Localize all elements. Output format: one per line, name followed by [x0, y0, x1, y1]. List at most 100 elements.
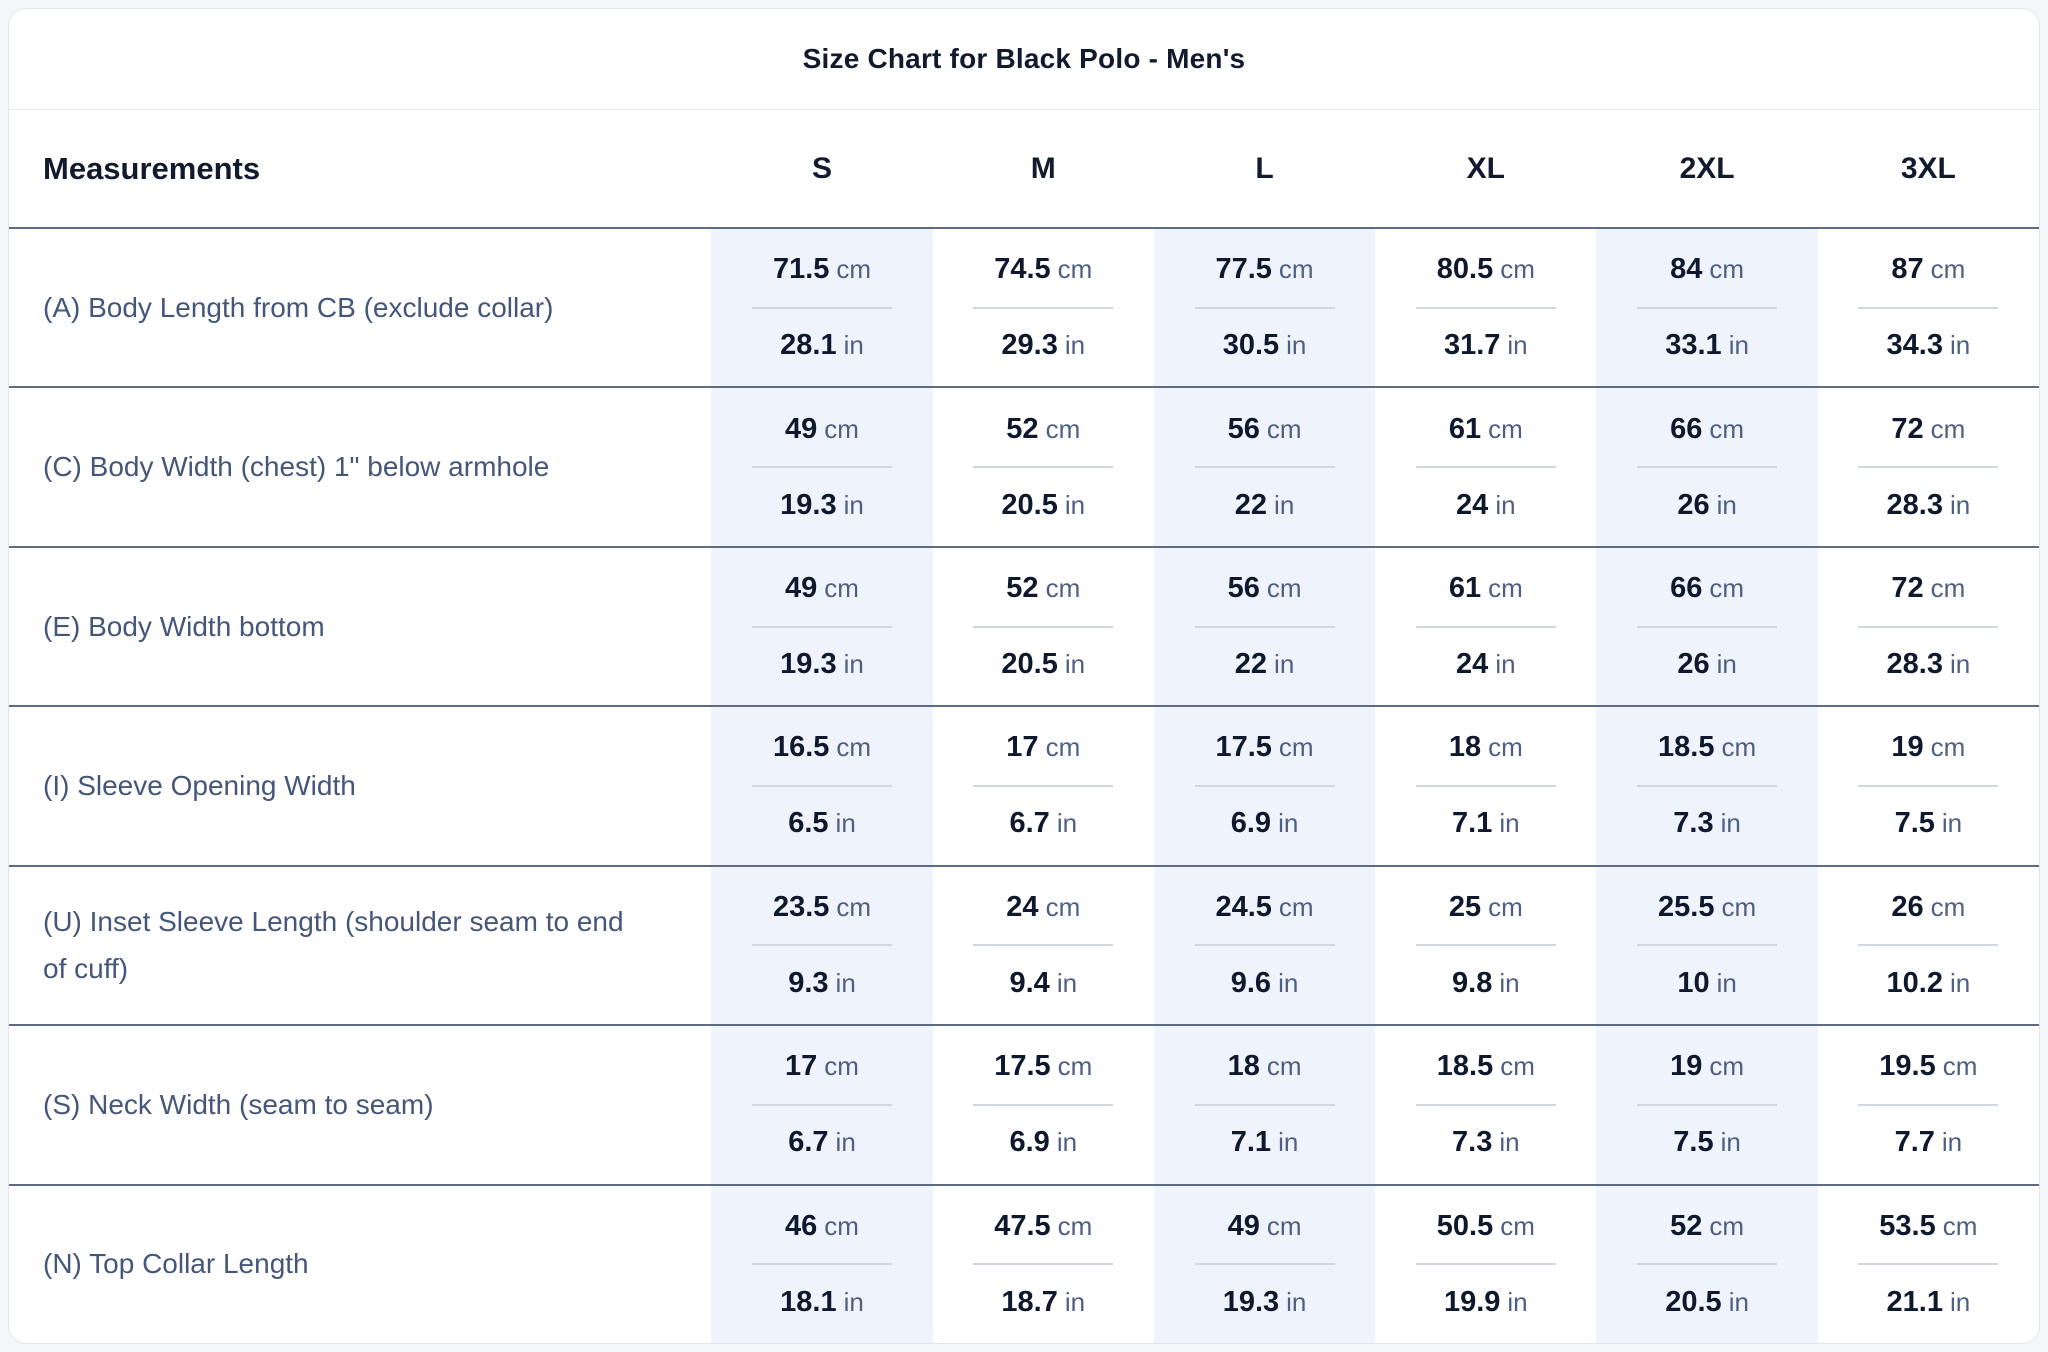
in-unit: in — [843, 1286, 864, 1317]
cm-value-line: 17 cm — [1006, 726, 1080, 770]
cm-value-line: 18 cm — [1449, 726, 1523, 770]
cm-value: 77.5 — [1215, 253, 1272, 286]
cm-value-line: 72 cm — [1891, 567, 1965, 611]
cm-unit: cm — [1930, 891, 1966, 922]
measurement-value-cell: 52 cm 20.5 in — [1596, 1185, 1818, 1343]
in-value: 18.7 — [1001, 1285, 1058, 1318]
cm-value-line: 71.5 cm — [773, 248, 871, 292]
cm-unit: cm — [1488, 732, 1523, 763]
cm-unit: cm — [1057, 1210, 1093, 1241]
cm-unit: cm — [1057, 254, 1093, 285]
in-value: 18.1 — [780, 1285, 837, 1318]
in-unit: in — [1728, 1286, 1749, 1317]
cm-value: 61 — [1448, 412, 1482, 445]
in-unit: in — [1278, 808, 1299, 839]
in-value-line: 7.1 in — [1452, 802, 1520, 846]
cm-in-divider — [1194, 466, 1335, 469]
cm-unit: cm — [1266, 1051, 1302, 1082]
measurement-value-cell: 84 cm 33.1 in — [1596, 229, 1818, 387]
in-unit: in — [1507, 1286, 1528, 1317]
cm-value-line: 23.5 cm — [773, 885, 871, 929]
in-value: 9.4 — [1009, 966, 1050, 999]
cm-value-line: 24.5 cm — [1215, 885, 1313, 929]
table-row: (A) Body Length from CB (exclude collar)… — [9, 229, 2039, 389]
measurement-value-cell: 74.5 cm 29.3 in — [933, 229, 1154, 386]
cm-in-divider — [1858, 466, 1999, 469]
cm-in-divider — [1637, 784, 1778, 787]
in-unit: in — [1274, 649, 1295, 680]
size-column-header: S — [812, 151, 833, 185]
cm-value: 52 — [1006, 412, 1039, 445]
measurement-value-cell: 18 cm 7.1 in — [1153, 1026, 1376, 1184]
in-value: 7.1 — [1452, 807, 1493, 840]
cm-in-divider — [1858, 625, 1999, 628]
cm-in-divider — [1415, 1103, 1556, 1106]
cm-value: 47.5 — [994, 1209, 1051, 1242]
in-value-line: 7.3 in — [1673, 802, 1741, 846]
in-unit: in — [1949, 489, 1971, 520]
cm-value: 80.5 — [1436, 253, 1494, 286]
in-value: 19.3 — [780, 488, 837, 521]
table-row: (U) Inset Sleeve Length (shoulder seam t… — [9, 866, 2039, 1027]
cm-unit: cm — [1488, 891, 1523, 922]
cm-unit: cm — [824, 1210, 859, 1241]
in-value-line: 7.5 in — [1673, 1121, 1741, 1165]
in-value-line: 9.8 in — [1452, 961, 1520, 1005]
in-unit: in — [1274, 489, 1295, 520]
measurement-label: (C) Body Width (chest) 1" below armhole — [43, 451, 550, 483]
cm-value: 66 — [1670, 412, 1703, 445]
cm-in-divider — [1194, 625, 1335, 628]
cm-unit: cm — [1045, 891, 1081, 922]
in-value-line: 18.7 in — [1001, 1280, 1085, 1324]
in-unit: in — [1716, 649, 1737, 680]
in-unit: in — [1716, 489, 1737, 520]
cm-in-divider — [973, 1103, 1114, 1106]
cm-in-divider — [1637, 466, 1778, 469]
cm-in-divider — [973, 944, 1114, 947]
cm-value-line: 49 cm — [785, 567, 859, 611]
in-unit: in — [1949, 649, 1971, 680]
measurement-value-cell: 17 cm 6.7 in — [711, 1026, 933, 1184]
cm-value: 72 — [1891, 412, 1924, 445]
measurement-value-cell: 49 cm 19.3 in — [1153, 1185, 1376, 1343]
cm-unit: cm — [1266, 1210, 1302, 1241]
cm-in-divider — [1637, 306, 1778, 309]
cm-in-divider — [1415, 784, 1556, 787]
cm-unit: cm — [1930, 413, 1966, 444]
cm-unit: cm — [836, 732, 872, 763]
cm-unit: cm — [1709, 1210, 1745, 1241]
measurement-value-cell: 52 cm 20.5 in — [933, 388, 1154, 545]
in-unit: in — [1941, 1127, 1963, 1158]
cm-in-divider — [1858, 306, 1999, 309]
cm-value-line: 52 cm — [1670, 1204, 1744, 1248]
cm-value-line: 17.5 cm — [1215, 726, 1313, 770]
cm-unit: cm — [1709, 1051, 1745, 1082]
cm-value: 74.5 — [994, 253, 1051, 286]
in-value: 19.3 — [1222, 1285, 1280, 1318]
table-header-row: Measurements S M L XL 2XL 3XL — [9, 110, 2039, 229]
in-unit: in — [1716, 967, 1737, 998]
cm-value: 84 — [1670, 253, 1703, 286]
cm-in-divider — [752, 625, 892, 628]
measurement-value-cell: 47.5 cm 18.7 in — [933, 1186, 1154, 1343]
cm-in-divider — [1858, 1103, 1999, 1106]
measurement-value-cell: 56 cm 22 in — [1153, 388, 1376, 546]
cm-in-divider — [1415, 306, 1556, 309]
measurement-value-cell: 66 cm 26 in — [1596, 547, 1818, 706]
cm-value: 52 — [1006, 572, 1039, 605]
measurement-value-cell: 49 cm 19.3 in — [711, 547, 933, 706]
cm-in-divider — [752, 784, 892, 787]
cm-value: 19 — [1670, 1050, 1703, 1083]
cm-value-line: 56 cm — [1228, 567, 1302, 611]
in-value: 7.1 — [1230, 1126, 1272, 1159]
cm-value-line: 49 cm — [785, 407, 859, 451]
measurement-value-cell: 66 cm 26 in — [1596, 388, 1818, 546]
cm-value-line: 46 cm — [785, 1204, 859, 1248]
cm-value-line: 52 cm — [1006, 407, 1080, 451]
in-value: 6.9 — [1230, 807, 1272, 840]
table-row: (C) Body Width (chest) 1" below armhole … — [9, 388, 2039, 548]
cm-unit: cm — [836, 254, 872, 285]
cm-in-divider — [973, 625, 1114, 628]
measurement-value-cell: 17.5 cm 6.9 in — [1153, 707, 1376, 865]
cm-in-divider — [1415, 466, 1556, 469]
